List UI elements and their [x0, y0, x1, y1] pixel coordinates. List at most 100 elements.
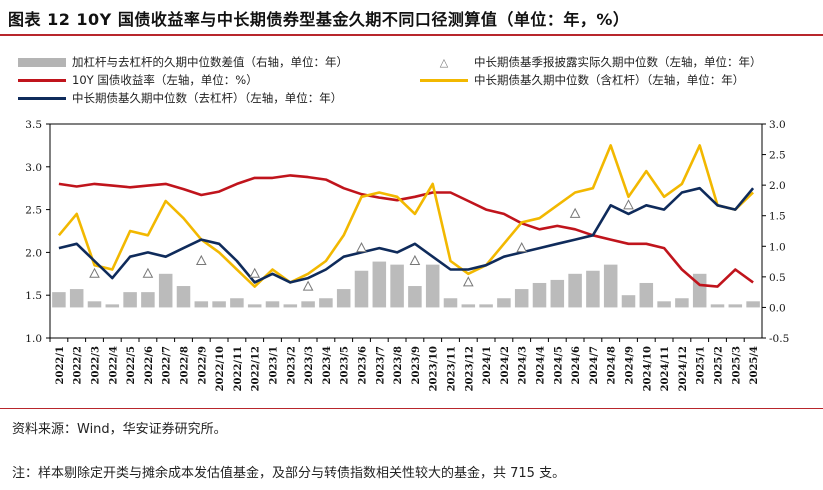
y-right-tick-label: 0.5: [769, 272, 786, 284]
y-right-tick-label: 2.0: [769, 180, 786, 192]
x-tick-label: 2025/4: [749, 346, 760, 384]
chart-plot: 1.0 1.5 2.0 2.5 3.0 3.5 -0.5 0.0 0.5 1.0 1.5 2.0 2.5…: [25, 119, 789, 391]
x-tick-label: 2023/12: [464, 346, 475, 391]
x-tick-label: 2022/1: [55, 346, 66, 384]
y-left-tick-label: 3.5: [25, 119, 42, 131]
legend-label-triangle: 中长期债基季报披露实际久期中位数（左轴，单位：年）: [474, 55, 762, 69]
x-tick-label: 2022/12: [251, 346, 262, 391]
diff-bar: [247, 304, 262, 308]
legend-item-triangle: △ 中长期债基季报披露实际久期中位数（左轴，单位：年）: [420, 54, 762, 70]
diff-bar: [603, 264, 618, 308]
x-tick-label: 2022/7: [162, 346, 173, 384]
diff-bar: [230, 298, 244, 308]
diff-bar: [479, 304, 493, 308]
diff-bar: [158, 273, 173, 308]
x-tick-label: 2022/8: [180, 346, 191, 384]
actual-duration-marker: [195, 254, 207, 265]
diff-bar: [639, 282, 654, 308]
x-tick-label: 2022/10: [215, 346, 226, 391]
legend-swatch-red: [18, 78, 66, 82]
diff-bar: [176, 286, 191, 308]
x-tick-label: 2023/2: [286, 346, 297, 384]
chart-title: 图表 12 10Y 国债收益率与中长期债券型基金久期不同口径测算值（单位：年，%…: [8, 10, 630, 29]
x-tick-label: 2024/6: [571, 346, 582, 384]
x-tick-label: 2025/2: [714, 346, 725, 384]
x-tick-label: 2022/9: [197, 346, 208, 384]
note-text: 注：样本剔除定开类与摊余成本发估值基金，及部分与转债指数相关性较大的基金，共 7…: [12, 466, 566, 481]
x-tick-label: 2024/8: [607, 346, 618, 384]
diff-bar: [87, 301, 102, 308]
legend-item-yellow: 中长期债基久期中位数（含杠杆）（左轴，单位：年）: [420, 72, 744, 88]
diff-bar: [336, 289, 351, 308]
y-right-tick-label: 2.5: [769, 150, 786, 162]
x-tick-label: 2024/3: [518, 346, 529, 384]
x-tick-label: 2024/10: [642, 346, 653, 391]
x-tick-label: 2022/3: [91, 346, 102, 384]
diff-bar: [52, 292, 66, 308]
legend-label-yellow: 中长期债基久期中位数（含杠杆）（左轴，单位：年）: [474, 73, 745, 87]
legend-item-bar: 加杠杆与去杠杆的久期中位数差值（右轴，单位：年）: [18, 54, 348, 70]
diff-bar: [354, 270, 369, 308]
x-tick-label: 2022/6: [144, 346, 155, 384]
plot-frame: [49, 123, 763, 339]
y-right-tick-label: 0.0: [769, 302, 786, 314]
source-text: 资料来源：Wind，华安证券研究所。: [12, 422, 227, 437]
x-tick-label: 2023/7: [375, 346, 386, 384]
y-left-tick-label: 2.0: [25, 247, 42, 259]
actual-duration-marker: [302, 280, 314, 291]
x-tick-label: 2024/2: [500, 346, 511, 384]
triangle-icon: △: [439, 55, 449, 69]
x-tick-label: 2023/5: [340, 346, 351, 384]
diff-bar: [497, 298, 511, 308]
diff-bar: [212, 301, 226, 308]
diff-bar: [265, 301, 280, 308]
legend-item-red: 10Y 国债收益率（左轴，单位：%）: [18, 72, 258, 88]
actual-duration-marker: [569, 207, 581, 218]
actual-duration-marker: [623, 199, 634, 210]
x-tick-label: 2022/4: [108, 346, 119, 384]
yield-line: [58, 174, 754, 288]
diff-bar: [301, 301, 315, 308]
x-tick-label: 2024/9: [625, 346, 636, 384]
x-tick-label: 2025/3: [731, 346, 742, 384]
duration-delevered-line: [58, 186, 755, 284]
legend-swatch-yellow: [420, 78, 468, 82]
y-right-tick-label: -0.5: [769, 333, 789, 345]
x-tick-label: 2024/4: [536, 346, 547, 384]
actual-duration-marker: [89, 267, 100, 278]
diff-bar: [69, 289, 84, 308]
diff-bar: [425, 264, 440, 308]
y-right-tick-label: 1.0: [769, 241, 786, 253]
diff-bar: [657, 301, 671, 308]
x-tick-label: 2023/1: [269, 346, 280, 384]
x-tick-label: 2023/4: [322, 346, 333, 384]
diff-bar: [568, 273, 582, 308]
x-tick-label: 2024/5: [553, 346, 564, 384]
x-tick-label: 2024/12: [678, 346, 689, 391]
actual-duration-marker: [516, 242, 528, 253]
diff-bar: [105, 304, 120, 308]
legend-label-navy: 中长期债基久期中位数（去杠杆）（左轴，单位：年）: [72, 91, 343, 105]
actual-duration-marker: [142, 267, 154, 278]
diff-bar: [123, 292, 137, 308]
title-rule: [0, 34, 823, 36]
y-left-tick-label: 2.5: [25, 205, 42, 217]
actual-duration-marker: [249, 267, 261, 278]
y-left-tick-label: 1.0: [25, 333, 42, 345]
diff-bar: [728, 304, 743, 308]
legend-item-navy: 中长期债基久期中位数（去杠杆）（左轴，单位：年）: [18, 90, 342, 106]
diff-bar: [390, 264, 404, 308]
legend-label-red: 10Y 国债收益率（左轴，单位：%）: [72, 73, 258, 87]
x-tick-label: 2023/11: [447, 346, 458, 391]
x-tick-label: 2024/11: [660, 346, 671, 391]
diff-bar: [532, 282, 547, 308]
diff-bar: [710, 304, 725, 308]
footer-rule: [0, 408, 823, 409]
diff-bar: [586, 270, 600, 308]
x-tick-label: 2025/1: [696, 346, 707, 384]
legend: 加杠杆与去杠杆的久期中位数差值（右轴，单位：年） △ 中长期债基季报披露实际久期…: [0, 40, 823, 110]
diff-bar: [194, 301, 209, 308]
diff-bar: [443, 298, 458, 308]
x-tick-label: 2022/11: [233, 346, 244, 391]
y-right-tick-label: 1.5: [769, 211, 786, 223]
